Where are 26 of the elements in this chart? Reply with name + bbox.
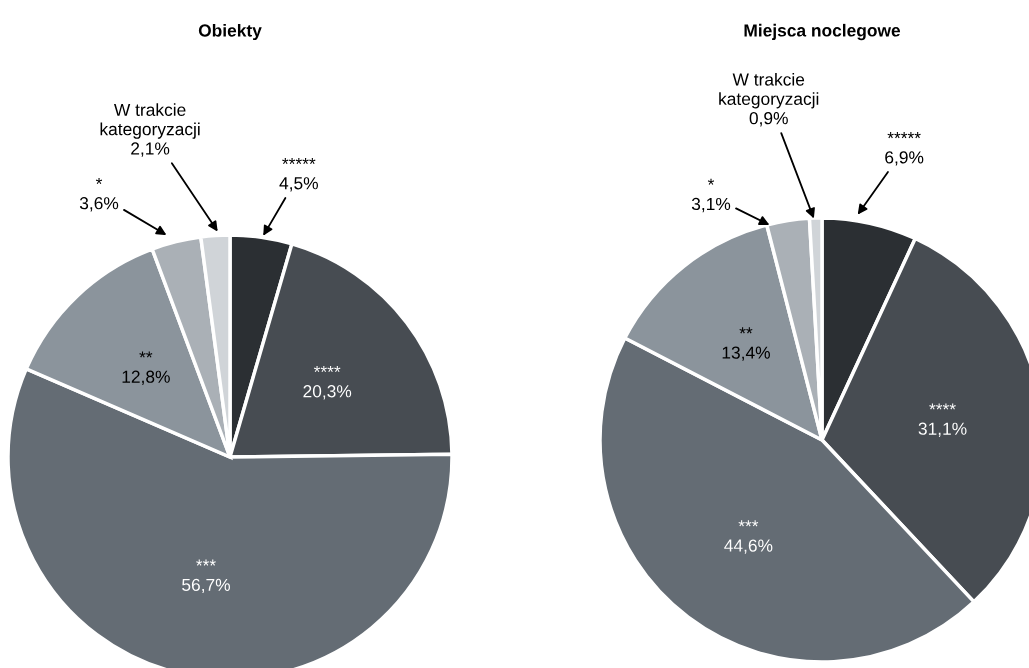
data-label: 3,6% — [79, 197, 119, 212]
data-label: 6,9% — [885, 151, 924, 166]
slice-label: *** — [738, 520, 759, 527]
data-label: 12,8% — [122, 370, 170, 385]
data-label: 44,6% — [724, 539, 773, 554]
slice-label: **** — [313, 365, 341, 373]
data-label: 0,9% — [749, 112, 788, 127]
slice-label: ***** — [282, 157, 316, 165]
data-label: 4,5% — [279, 177, 318, 192]
data-label: 31,1% — [918, 422, 967, 437]
slice-label: * — [707, 178, 715, 185]
data-label: 56,7% — [182, 578, 230, 594]
data-label: 13,4% — [722, 346, 770, 361]
slice-label: ** — [139, 351, 153, 358]
data-label: 2,1% — [131, 142, 170, 157]
data-label: 20,3% — [303, 385, 352, 400]
slice-label: W trakcie kategoryzacji — [100, 103, 200, 139]
chart-title: Obiekty — [198, 23, 262, 41]
slice-label: * — [95, 177, 103, 185]
chart-title: Miejsca noclegowe — [744, 23, 901, 41]
slice-label: **** — [929, 403, 956, 410]
data-label: 3,1% — [691, 197, 731, 213]
slice-label: ***** — [887, 132, 921, 139]
slice-label: W trakcie kategoryzacji — [719, 72, 819, 109]
slice-label: *** — [196, 559, 216, 566]
slice-label: ** — [739, 327, 753, 334]
